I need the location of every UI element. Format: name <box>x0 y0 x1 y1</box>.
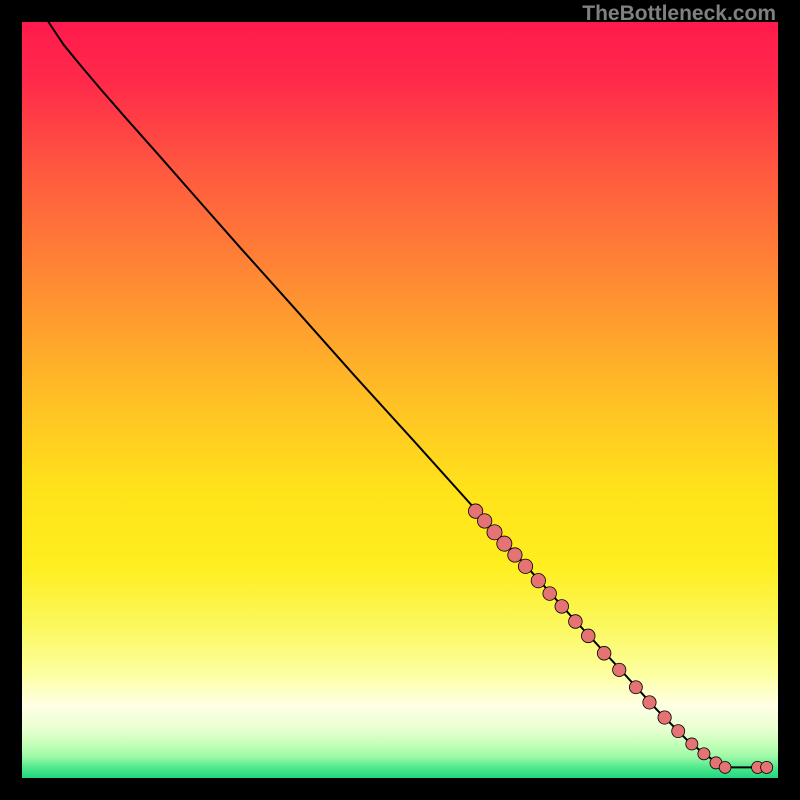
gradient-chart <box>22 22 778 778</box>
scatter-marker <box>518 559 532 573</box>
chart-background <box>22 22 778 778</box>
scatter-marker <box>698 748 710 760</box>
scatter-marker <box>597 646 611 660</box>
scatter-marker <box>581 629 595 643</box>
scatter-marker <box>761 761 773 773</box>
scatter-marker <box>569 615 583 629</box>
scatter-marker <box>686 738 698 750</box>
scatter-marker <box>531 574 545 588</box>
scatter-marker <box>643 696 656 709</box>
scatter-marker <box>719 762 731 774</box>
scatter-marker <box>629 681 642 694</box>
scatter-marker <box>508 548 522 562</box>
scatter-marker <box>543 587 557 601</box>
scatter-marker <box>497 536 512 551</box>
chart-panel <box>22 22 778 778</box>
scatter-marker <box>658 711 671 724</box>
scatter-marker <box>672 725 685 738</box>
scatter-marker <box>555 600 569 614</box>
scatter-marker <box>613 663 626 676</box>
